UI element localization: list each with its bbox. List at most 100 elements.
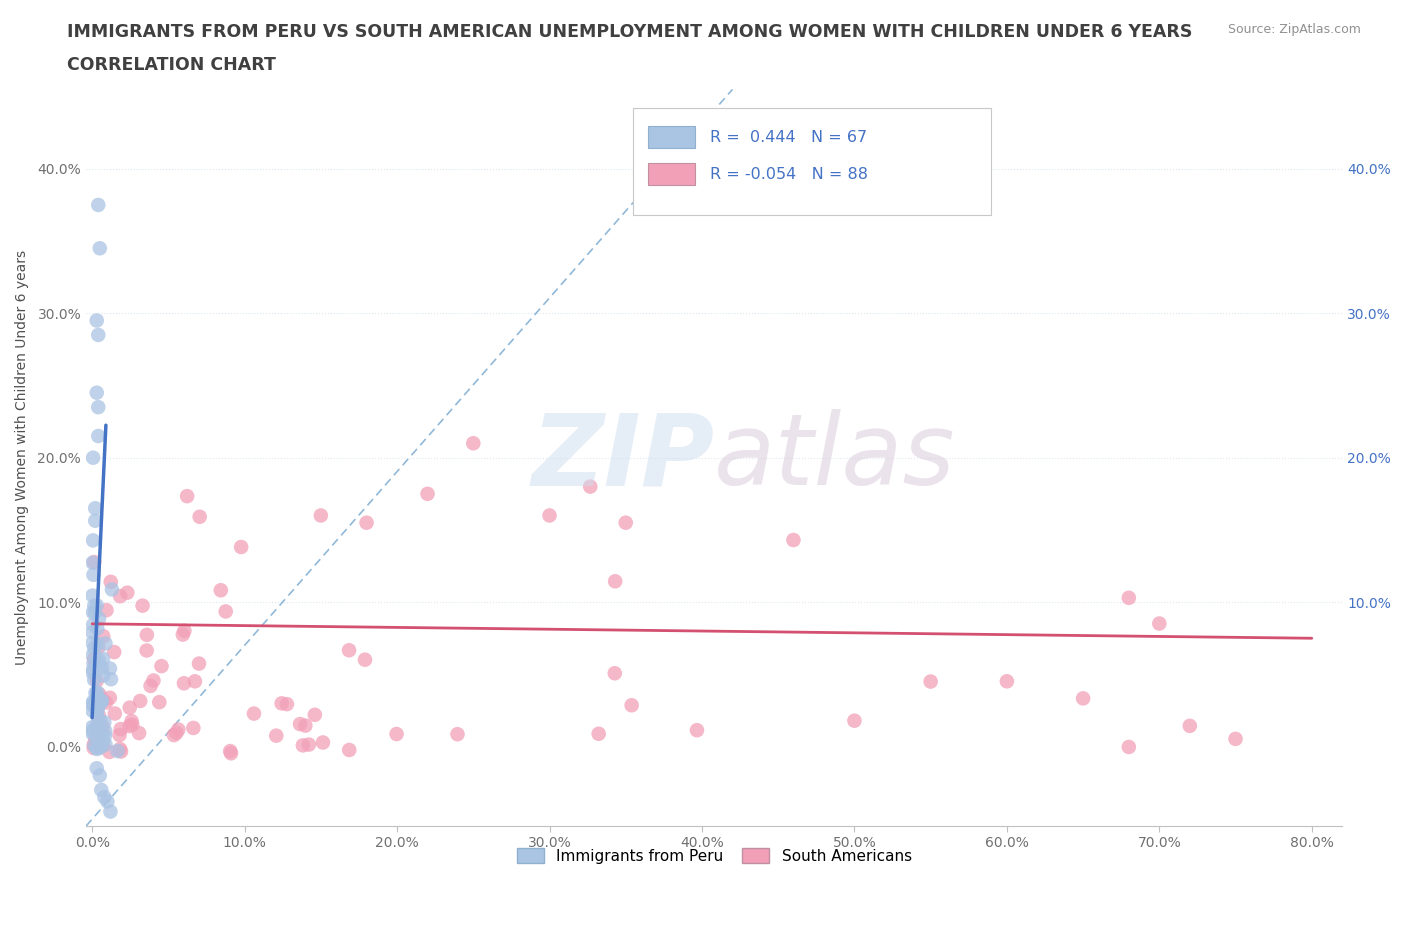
- Legend: Immigrants from Peru, South Americans: Immigrants from Peru, South Americans: [510, 843, 918, 870]
- Point: [91, 734, 114, 749]
- Point: [91, 738, 114, 753]
- Point: [82, 635, 104, 650]
- Point: [337, 643, 360, 658]
- Point: [110, 744, 132, 759]
- Point: [90, 693, 112, 708]
- Point: [86, 598, 108, 613]
- Point: [84, 698, 107, 713]
- Point: [603, 666, 626, 681]
- Point: [312, 735, 335, 750]
- Point: [82, 665, 104, 680]
- Point: [100, 671, 122, 686]
- Point: [86, 708, 108, 723]
- Point: [82, 625, 104, 640]
- Point: [276, 697, 298, 711]
- Point: [131, 598, 153, 613]
- Point: [86, 673, 108, 688]
- Point: [1225, 732, 1247, 747]
- Point: [87, 197, 110, 212]
- Point: [91, 629, 114, 644]
- Point: [86, 761, 108, 776]
- Point: [86, 720, 108, 735]
- Point: [605, 574, 627, 589]
- Text: R =  0.444   N = 67: R = 0.444 N = 67: [710, 130, 868, 145]
- Point: [176, 488, 198, 503]
- Point: [89, 768, 111, 783]
- Point: [87, 698, 110, 712]
- Point: [620, 698, 643, 712]
- Bar: [648, 126, 696, 148]
- Point: [463, 436, 485, 451]
- Point: [83, 641, 105, 656]
- Point: [98, 690, 121, 705]
- Point: [86, 690, 108, 705]
- Text: ZIP: ZIP: [531, 409, 714, 506]
- Point: [82, 567, 104, 582]
- Point: [82, 697, 104, 711]
- Point: [89, 241, 111, 256]
- Point: [82, 533, 104, 548]
- Y-axis label: Unemployment Among Women with Children Under 6 years: Unemployment Among Women with Children U…: [15, 250, 30, 665]
- Point: [231, 539, 253, 554]
- Point: [91, 719, 114, 734]
- Point: [82, 604, 104, 619]
- Point: [82, 450, 104, 465]
- Point: [107, 744, 129, 759]
- Point: [264, 728, 287, 743]
- Point: [1118, 739, 1140, 754]
- Point: [83, 740, 105, 755]
- Point: [94, 724, 117, 738]
- Point: [83, 738, 105, 753]
- Point: [121, 717, 143, 732]
- Point: [98, 661, 121, 676]
- Point: [118, 719, 141, 734]
- Text: Source: ZipAtlas.com: Source: ZipAtlas.com: [1227, 23, 1361, 36]
- Point: [84, 731, 107, 746]
- Point: [87, 640, 110, 655]
- Point: [96, 794, 118, 809]
- Point: [920, 674, 942, 689]
- Point: [90, 782, 112, 797]
- Point: [90, 660, 112, 675]
- Point: [294, 718, 316, 733]
- Point: [416, 486, 439, 501]
- Text: CORRELATION CHART: CORRELATION CHART: [67, 56, 277, 73]
- Point: [91, 669, 114, 684]
- Point: [844, 713, 866, 728]
- Point: [87, 698, 110, 712]
- Point: [87, 709, 110, 724]
- Point: [298, 737, 321, 752]
- Point: [148, 695, 170, 710]
- Point: [588, 726, 610, 741]
- Point: [82, 703, 104, 718]
- Point: [98, 745, 121, 760]
- Point: [270, 696, 292, 711]
- Point: [173, 623, 195, 638]
- Point: [291, 737, 314, 752]
- Point: [83, 737, 105, 752]
- Point: [83, 605, 105, 620]
- Point: [87, 734, 110, 749]
- Point: [288, 717, 311, 732]
- Point: [94, 737, 117, 752]
- Point: [87, 327, 110, 342]
- Point: [87, 656, 110, 671]
- Point: [172, 627, 194, 642]
- Point: [86, 385, 108, 400]
- Point: [91, 651, 114, 666]
- Point: [86, 741, 108, 756]
- Point: [142, 673, 165, 688]
- Point: [104, 706, 127, 721]
- Point: [84, 657, 107, 671]
- Point: [337, 742, 360, 757]
- Point: [1071, 691, 1094, 706]
- Point: [91, 693, 114, 708]
- Point: [90, 694, 112, 709]
- Point: [108, 727, 131, 742]
- Point: [89, 713, 111, 728]
- Point: [163, 727, 186, 742]
- Point: [173, 676, 195, 691]
- Point: [167, 722, 190, 737]
- Point: [83, 652, 105, 667]
- Point: [83, 554, 105, 569]
